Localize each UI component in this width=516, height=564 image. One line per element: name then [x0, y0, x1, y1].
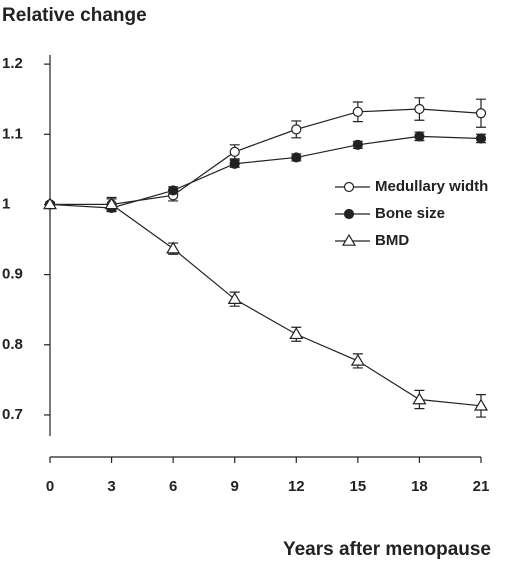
legend-marker — [343, 208, 355, 220]
y-tick-label: 0.9 — [2, 266, 23, 283]
legend-marker — [341, 233, 357, 246]
marker — [166, 241, 181, 254]
x-tick-label: 0 — [46, 478, 54, 495]
marker — [227, 291, 242, 304]
legend-label: Medullary width — [375, 178, 488, 195]
y-tick-label: 0.8 — [2, 336, 23, 353]
x-tick-label: 12 — [288, 478, 305, 495]
series-line — [50, 108, 482, 206]
marker — [352, 139, 363, 150]
marker — [229, 146, 240, 157]
x-tick-label: 6 — [169, 478, 177, 495]
marker — [289, 327, 304, 340]
x-tick-label: 3 — [107, 478, 115, 495]
marker — [475, 108, 487, 119]
legend-label: Bone size — [375, 205, 445, 222]
marker — [104, 197, 119, 210]
marker — [473, 398, 489, 411]
series-line — [50, 203, 482, 407]
x-tick-label: 21 — [473, 478, 490, 495]
marker — [352, 106, 363, 117]
legend-marker — [343, 181, 355, 193]
marker — [350, 353, 365, 366]
y-tick-label: 0.7 — [2, 406, 23, 423]
marker — [291, 124, 302, 135]
marker — [414, 131, 425, 142]
marker — [168, 185, 179, 196]
marker — [42, 197, 58, 210]
chart-title: Relative change — [2, 5, 147, 26]
legend-label: BMD — [375, 232, 409, 249]
y-tick-label: 1.2 — [2, 55, 23, 72]
y-tick-label: 1.1 — [2, 125, 23, 142]
y-tick-label: 1 — [2, 195, 10, 212]
marker — [291, 152, 302, 163]
x-tick-label: 9 — [231, 478, 239, 495]
marker — [414, 103, 425, 115]
x-tick-label: 18 — [411, 478, 428, 495]
marker — [475, 133, 487, 144]
x-axis-label: Years after menopause — [283, 539, 491, 560]
marker — [412, 392, 427, 405]
marker — [229, 158, 240, 169]
x-tick-label: 15 — [350, 478, 367, 495]
series-line — [49, 135, 482, 209]
